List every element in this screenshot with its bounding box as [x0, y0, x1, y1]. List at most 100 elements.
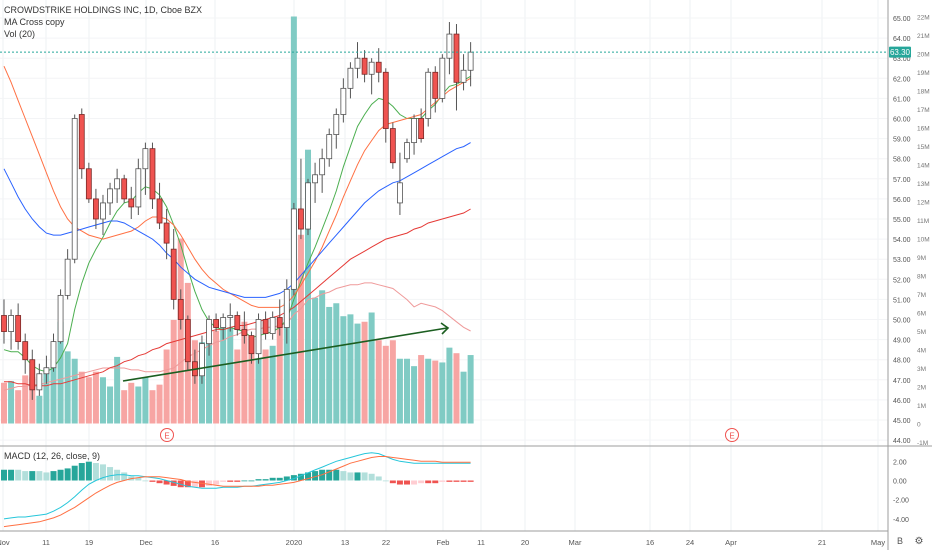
- candle: [71, 114, 78, 264]
- macd-histogram-bar: [85, 461, 92, 481]
- candle-body: [269, 317, 276, 334]
- candle-body: [57, 294, 64, 343]
- volume-bar: [382, 345, 389, 424]
- candle: [85, 162, 92, 203]
- candle: [290, 202, 297, 296]
- candle: [283, 279, 290, 344]
- volume-bar: [269, 345, 276, 424]
- price-tick-label: 59.00: [893, 137, 911, 144]
- volume-bar: [283, 303, 290, 424]
- moving-average-lines: [3, 65, 471, 387]
- volume-tick-label: 16M: [917, 126, 930, 133]
- volume-bar: [241, 321, 248, 424]
- volume-tick-label: 2M: [917, 385, 926, 392]
- macd-axis[interactable]: 2.00 0.00 -2.00 -4.00: [893, 459, 909, 524]
- candle-body: [36, 373, 43, 391]
- candle-body: [411, 118, 417, 144]
- candle: [8, 309, 14, 350]
- volume-bar: [333, 303, 340, 424]
- macd-histogram-bar: [418, 480, 425, 484]
- candle: [269, 311, 276, 340]
- macd-histogram-bar: [276, 477, 283, 481]
- candle-body: [227, 315, 234, 318]
- candle: [460, 54, 467, 91]
- price-tick-label: 55.00: [893, 217, 911, 224]
- trend-line[interactable]: [122, 327, 448, 382]
- ma-slow-line: [3, 142, 471, 298]
- candle: [213, 313, 220, 332]
- macd-histogram-bar: [262, 479, 269, 481]
- macd-histogram: [1, 461, 474, 488]
- volume-tick-label: 11M: [917, 218, 929, 225]
- price-tick-label: 44.00: [893, 438, 911, 445]
- candle-body: [135, 168, 142, 208]
- candle: [227, 303, 234, 332]
- time-tick-label: 13: [341, 538, 349, 547]
- time-tick-label: Dec: [139, 538, 153, 547]
- macd-histogram-bar: [368, 473, 375, 481]
- candle: [255, 313, 262, 364]
- time-tick-label: 16: [211, 538, 219, 547]
- price-axis[interactable]: 65.00 64.00 63.00 62.00 61.00 60.00 59.00 58.00…: [893, 16, 911, 445]
- macd-histogram-bar: [354, 472, 361, 481]
- time-tick-label: Nov: [0, 538, 10, 547]
- candle-body: [15, 315, 22, 343]
- volume-tick-label: 4M: [917, 348, 926, 355]
- volume-tick-label: 21M: [917, 33, 930, 40]
- study-label-macd[interactable]: MACD (12, 26, close, 9): [4, 451, 101, 461]
- macd-histogram-bar: [149, 480, 156, 482]
- price-tick-label: 57.00: [893, 177, 911, 184]
- macd-histogram-bar: [92, 463, 99, 481]
- candle: [276, 299, 283, 336]
- candle-body: [206, 319, 212, 345]
- macd-histogram-bar: [340, 471, 347, 481]
- candle: [248, 331, 255, 364]
- volume-bar: [71, 358, 78, 424]
- candle: [418, 108, 425, 143]
- price-tick-label: 48.00: [893, 358, 911, 365]
- macd-histogram-bar: [78, 463, 85, 481]
- go-to-date-button[interactable]: B: [897, 536, 903, 546]
- candle: [121, 174, 128, 203]
- earnings-marker-2[interactable]: E: [725, 428, 739, 442]
- volume-tick-label: 1M: [917, 403, 926, 410]
- candle-body: [149, 148, 156, 200]
- candle: [36, 363, 43, 396]
- candle: [107, 182, 113, 215]
- macd-histogram-bar: [206, 480, 213, 486]
- study-label-volume[interactable]: Vol (20): [4, 29, 36, 39]
- volume-tick-label: 15M: [917, 144, 930, 151]
- candle: [425, 68, 432, 127]
- candle-body: [248, 335, 255, 355]
- volume-bar: [177, 238, 184, 424]
- volume-bar: [326, 306, 333, 424]
- volume-bar: [114, 356, 121, 424]
- candle: [163, 208, 170, 260]
- macd-histogram-bar: [269, 477, 276, 481]
- time-axis[interactable]: Nov 11 19 Dec 16 2020 13 22 Feb 11 20 Mar 16 24 Apr 21 M…: [0, 538, 885, 547]
- macd-histogram-bar: [290, 475, 297, 481]
- time-tick-label: 19: [85, 538, 93, 547]
- volume-bar: [425, 358, 432, 424]
- study-label-ma-cross[interactable]: MA Cross copy: [4, 17, 65, 27]
- volume-bar: [8, 380, 15, 424]
- volume-bar: [128, 382, 135, 424]
- candle-body: [121, 178, 128, 200]
- symbol-title[interactable]: CROWDSTRIKE HOLDINGS INC, 1D, Cboe BZX: [4, 5, 203, 15]
- macd-histogram-bar: [156, 480, 163, 484]
- candle: [354, 42, 361, 79]
- macd-histogram-bar: [213, 480, 220, 485]
- candle: [177, 289, 184, 330]
- time-tick-label: 24: [686, 538, 694, 547]
- macd-histogram-bar: [184, 480, 191, 488]
- earnings-marker-1[interactable]: E: [160, 428, 174, 442]
- macd-histogram-bar: [375, 476, 382, 481]
- candle: [361, 50, 368, 83]
- candle: [326, 128, 333, 167]
- candle: [220, 313, 227, 340]
- chart-settings-button[interactable]: ⚙: [915, 536, 924, 547]
- candle-body: [389, 128, 396, 164]
- volume-tick-label: 5M: [917, 329, 926, 336]
- macd-histogram-bar: [57, 469, 64, 481]
